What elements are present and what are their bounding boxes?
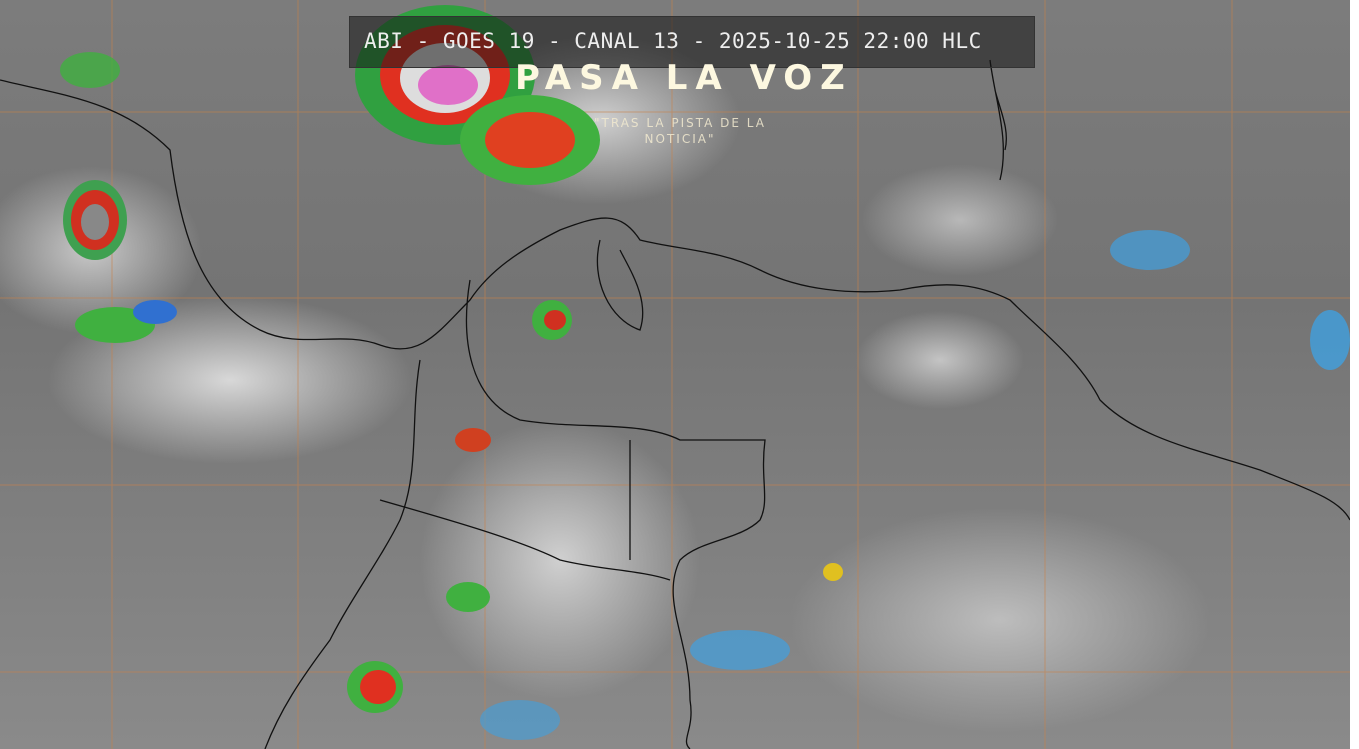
country-borders <box>0 59 1350 749</box>
right-edge <box>1350 0 1359 749</box>
title-bar: ABI - GOES 19 - CANAL 13 - 2025-10-25 22… <box>349 16 1035 68</box>
image-title: ABI - GOES 19 - CANAL 13 - 2025-10-25 22… <box>364 29 982 53</box>
watermark-subtitle: "TRAS LA PISTA DE LA NOTICIA" <box>594 116 766 146</box>
watermark-main: PASA LA VOZ <box>515 58 853 98</box>
